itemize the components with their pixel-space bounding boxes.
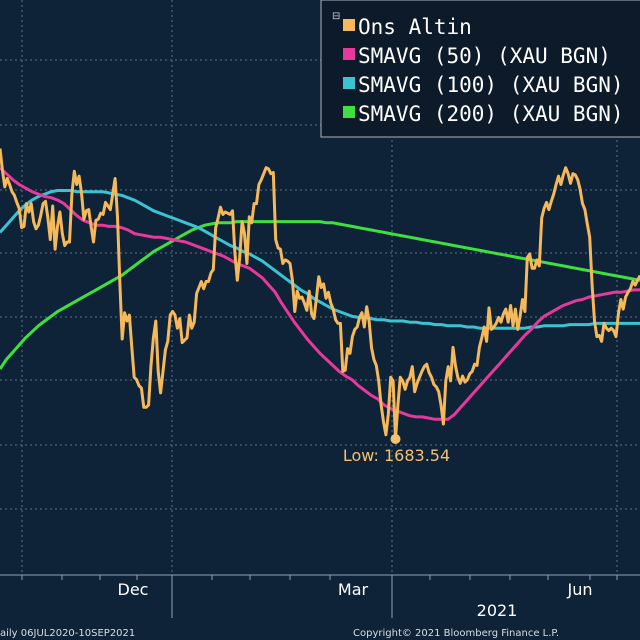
legend-swatch-smavg-200 bbox=[343, 106, 355, 118]
legend-swatch-ons-altin bbox=[343, 19, 355, 31]
legend-label-smavg-200: SMAVG (200) (XAU BGN) bbox=[358, 102, 624, 126]
x-ticks bbox=[21, 575, 618, 618]
legend-swatch-smavg-100 bbox=[343, 77, 355, 89]
x-tick-label-mar: Mar bbox=[338, 580, 369, 599]
legend-label-smavg-100: SMAVG (100) (XAU BGN) bbox=[358, 73, 624, 97]
legend-toggle-icon[interactable]: ⊟ bbox=[332, 11, 340, 22]
x-tick-label-jun: Jun bbox=[567, 580, 593, 599]
series-line-smavg-200 bbox=[0, 220, 640, 370]
series-line-smavg-50 bbox=[0, 166, 640, 421]
legend-box bbox=[320, 0, 640, 138]
low-annotation: Low: 1683.54 bbox=[343, 446, 450, 465]
footer-date-range: aily 06JUL2020-10SEP2021 bbox=[0, 628, 135, 639]
legend-label-smavg-50: SMAVG (50) (XAU BGN) bbox=[358, 44, 611, 68]
legend: ⊟ Ons Altin SMAVG (50) (XAU BGN) SMAVG (… bbox=[320, 0, 640, 138]
legend-swatch-smavg-50 bbox=[343, 48, 355, 60]
low-marker bbox=[390, 434, 401, 444]
series-layer bbox=[0, 148, 640, 441]
legend-label-ons-altin: Ons Altin bbox=[358, 15, 472, 39]
year-label: 2021 bbox=[477, 601, 518, 620]
x-tick-label-dec: Dec bbox=[118, 580, 149, 599]
series-line-ons-altin bbox=[0, 148, 640, 441]
footer-copyright: Copyright© 2021 Bloomberg Finance L.P. bbox=[353, 628, 559, 639]
